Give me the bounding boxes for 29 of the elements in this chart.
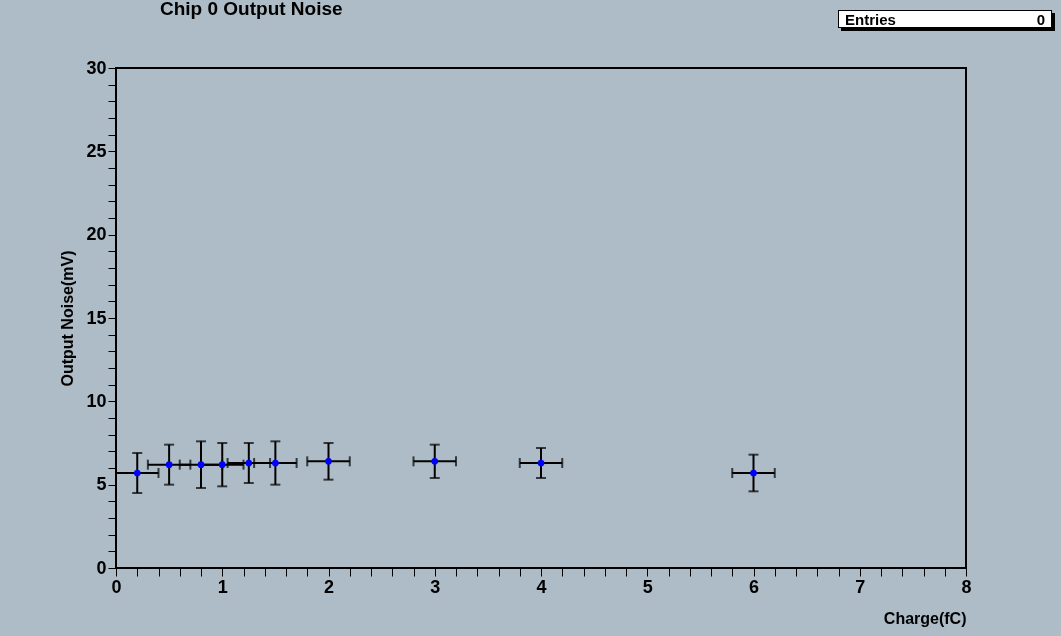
point xyxy=(537,459,545,467)
y-tick-label: 0 xyxy=(96,557,107,578)
y-tick-label: 10 xyxy=(86,390,107,411)
point xyxy=(165,461,173,469)
point xyxy=(750,469,757,477)
point xyxy=(245,459,253,467)
x-tick-label: 0 xyxy=(111,576,122,597)
y-axis-title: Output Noise(mV) xyxy=(59,250,77,387)
text: Entries xyxy=(845,11,896,28)
y-tick-label: 5 xyxy=(96,474,107,495)
x-tick-label: 7 xyxy=(855,576,866,597)
x-tick-label: 4 xyxy=(536,576,547,597)
x-tick-label: 8 xyxy=(961,576,972,597)
y-tick-label: 20 xyxy=(86,224,107,245)
y-tick-label: 30 xyxy=(86,57,107,78)
point xyxy=(325,457,332,465)
point xyxy=(133,469,141,477)
point xyxy=(431,457,439,465)
x-tick-label: 5 xyxy=(642,576,653,597)
chart-title: Chip 0 Output Noise xyxy=(159,0,343,19)
x-tick-label: 2 xyxy=(323,576,335,597)
y-tick-label: 15 xyxy=(86,307,107,328)
x-tick-label: 6 xyxy=(748,576,760,597)
point xyxy=(272,459,279,467)
x-tick-label: 3 xyxy=(430,576,441,597)
x-tick-label: 1 xyxy=(217,576,228,597)
y-tick-label: 25 xyxy=(86,140,107,161)
text: 0 xyxy=(1036,11,1045,28)
x-axis-title: Charge(fC) xyxy=(883,609,967,627)
